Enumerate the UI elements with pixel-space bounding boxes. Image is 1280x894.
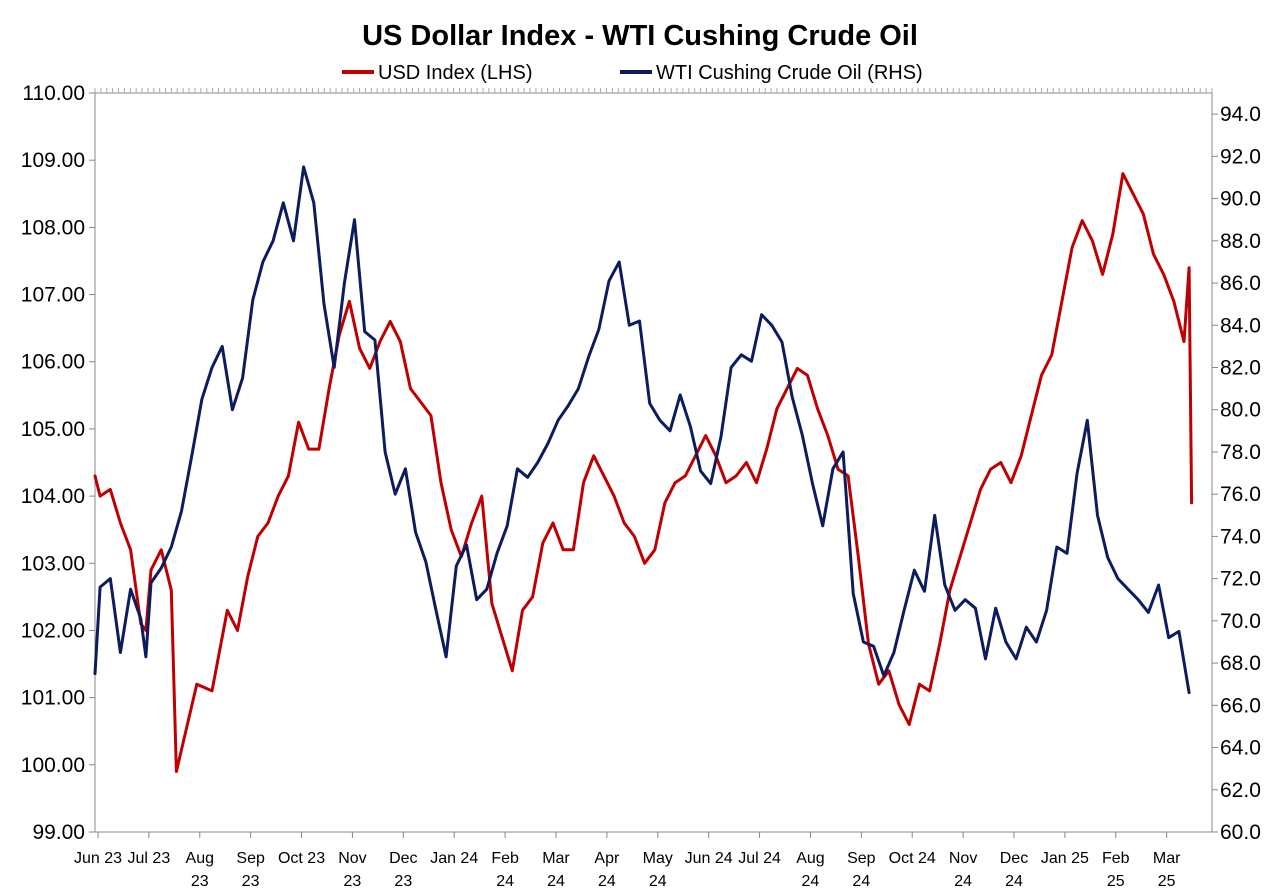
x-tick-label: Aug [796,850,824,867]
y-right-tick-label: 90.0 [1220,188,1261,211]
y-left-tick-label: 102.00 [21,619,85,642]
x-tick-label: 24 [547,873,565,890]
y-right-tick-label: 80.0 [1220,399,1261,422]
y-axis-left: 99.00 100.00 101.00 102.00 103.00 104.00 105.0… [21,82,95,844]
y-right-tick-label: 78.0 [1220,441,1261,464]
x-tick-label: Nov [949,850,977,867]
x-tick-label: Sep [236,850,265,867]
x-tick-label: Oct 24 [889,850,936,867]
x-tick-label: 25 [1107,873,1125,890]
y-right-tick-label: 74.0 [1220,525,1261,548]
x-tick-label: 24 [496,873,514,890]
series-line-usd-index [93,172,1194,773]
x-tick-label: 24 [598,873,616,890]
x-tick-label: 23 [394,873,412,890]
x-tick-label: Jun 24 [685,850,733,867]
y-right-tick-label: 64.0 [1220,737,1261,760]
y-left-tick-label: 101.00 [21,687,85,710]
legend-label-usd: USD Index (LHS) [378,62,533,84]
x-tick-label: Sep [847,850,876,867]
y-right-tick-label: 94.0 [1220,103,1261,126]
series-line-wti-crude [93,165,1191,695]
y-left-tick-label: 107.00 [21,284,85,307]
x-tick-label: Jan 25 [1041,850,1089,867]
y-left-tick-label: 108.00 [21,216,85,239]
y-left-tick-label: 106.00 [21,351,85,374]
x-tick-label: 23 [344,873,362,890]
y-right-tick-label: 88.0 [1220,230,1261,253]
x-axis: Jun 23 Jul 23 Aug 23 Sep 23 Oct 23 Nov 23 Dec 23 Ja… [74,88,1213,890]
x-tick-label: Apr [594,850,620,867]
y-axis-right: 60.0 62.0 64.0 66.0 68.0 70.0 72.0 74.0 76.0 78.0… [1212,103,1261,844]
y-right-tick-label: 72.0 [1220,568,1261,591]
x-tick-label: May [643,850,673,867]
plot-area [94,92,1213,833]
x-tick-label: Mar [1153,850,1181,867]
x-tick-label: Dec [389,850,417,867]
y-left-tick-label: 100.00 [21,754,85,777]
x-tick-label: Jan 24 [430,850,478,867]
y-left-tick-label: 103.00 [21,552,85,575]
x-tick-label: Jul 24 [738,850,781,867]
chart-title: US Dollar Index - WTI Cushing Crude Oil [362,20,918,52]
x-tick-label: Nov [338,850,366,867]
y-right-tick-label: 60.0 [1220,821,1261,844]
series-layer [93,165,1194,773]
y-right-tick-label: 66.0 [1220,694,1261,717]
x-tick-label: Feb [1102,850,1130,867]
y-right-tick-label: 92.0 [1220,145,1261,168]
legend-label-wti: WTI Cushing Crude Oil (RHS) [656,62,923,84]
x-tick-label: Oct 23 [278,850,325,867]
x-tick-label: 24 [649,873,667,890]
x-tick-label: Feb [491,850,519,867]
y-left-tick-label: 99.00 [32,821,85,844]
x-tick-label: 24 [852,873,870,890]
x-tick-label: 23 [242,873,260,890]
y-right-tick-label: 68.0 [1220,652,1261,675]
x-tick-label: Jul 23 [128,850,171,867]
x-tick-label: Dec [1000,850,1028,867]
y-right-tick-label: 86.0 [1220,272,1261,295]
x-tick-label: 24 [802,873,820,890]
y-right-tick-label: 84.0 [1220,314,1261,337]
y-left-tick-label: 105.00 [21,418,85,441]
x-tick-label: 24 [1005,873,1023,890]
legend: USD Index (LHS) WTI Cushing Crude Oil (R… [342,62,923,84]
x-tick-label: Aug [186,850,214,867]
y-right-tick-label: 76.0 [1220,483,1261,506]
x-tick-label: Jun 23 [74,850,122,867]
x-tick-label: Mar [542,850,570,867]
y-left-tick-label: 104.00 [21,485,85,508]
y-left-tick-label: 109.00 [21,149,85,172]
y-left-tick-label: 110.00 [22,82,85,105]
y-right-tick-label: 70.0 [1220,610,1261,633]
y-right-tick-label: 62.0 [1220,779,1261,802]
x-tick-label: 25 [1158,873,1176,890]
y-right-tick-label: 82.0 [1220,356,1261,379]
x-tick-label: 23 [191,873,209,890]
x-tick-label: 24 [954,873,972,890]
